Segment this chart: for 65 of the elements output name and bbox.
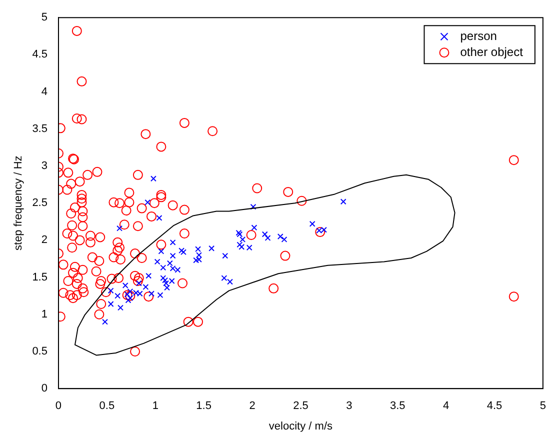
point [208,245,215,252]
x-tick-label: 5 [540,400,546,412]
point [320,226,327,233]
y-tick-label: 2 [41,234,48,246]
point [114,292,121,299]
point [227,278,233,285]
x-tick-label: 4 [442,400,450,412]
x-tick-label: 0.5 [99,400,115,412]
x-tick-label: 4.5 [486,400,502,412]
x-axis-title: velocity / m/s [268,420,333,432]
y-tick-label: 3 [41,160,48,172]
point [102,318,108,325]
point [277,234,284,240]
y-tick-label: 4 [41,86,48,98]
point [133,290,139,296]
point [170,239,176,246]
point [142,284,149,290]
point [146,272,152,279]
legend-label: other object [460,44,524,59]
x-tick-label: 2.5 [293,400,308,412]
y-tick-label: 1.5 [32,271,48,284]
point [281,236,288,242]
y-tick-label: 4.5 [32,48,48,61]
point [221,275,228,282]
point [222,252,228,259]
x-tick-label: 1 [152,400,158,412]
point [108,301,114,307]
legend-label: person [460,28,497,43]
point [340,198,346,205]
x-tick-label: 2 [249,400,256,412]
point [170,252,176,259]
point [116,225,123,232]
point [158,248,164,254]
point [168,278,175,284]
point [250,204,256,210]
point [251,224,258,231]
point [309,220,316,227]
y-tick-label: 0.5 [32,346,48,358]
y-tick-label: 1 [41,308,48,320]
y-tick-label: 0 [41,382,48,395]
point [174,266,181,273]
point [156,214,162,221]
y-axis-title: step frequency / Hz [12,156,25,250]
y-tick-label: 3.5 [32,122,48,135]
x-tick-label: 0 [55,400,62,412]
point [150,176,156,182]
point [157,292,164,298]
point [264,235,271,241]
y-tick-label: 2.5 [32,197,48,210]
point [144,199,151,206]
point [178,248,185,254]
point [136,290,143,297]
x-tick-label: 3.5 [390,400,406,412]
point [154,258,160,265]
point [246,244,252,251]
point [262,231,268,238]
point [160,264,166,271]
y-tick-label: 5 [41,12,48,24]
point [118,304,124,311]
point [180,249,186,256]
x-tick-label: 3 [346,400,352,412]
x-tick-label: 1.5 [196,400,212,412]
point [122,282,128,288]
point [162,277,168,284]
point [108,288,114,294]
